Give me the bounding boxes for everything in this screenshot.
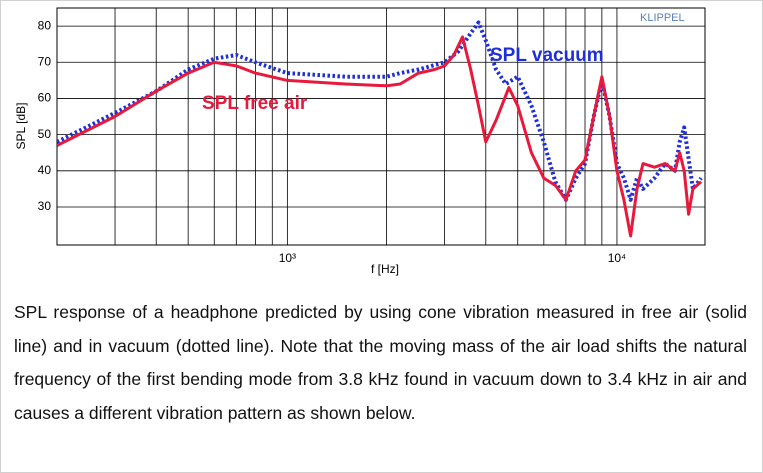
y-tick-label: 80 [38, 18, 52, 32]
plot-frame [56, 7, 706, 246]
lines [57, 20, 703, 238]
watermark: KLIPPEL [640, 12, 685, 24]
chart: 10³ 10⁴ 30 40 50 60 70 80 SPL [dB] f [Hz] SPL f… [14, 7, 706, 276]
x-tick-label: 10⁴ [608, 251, 627, 265]
x-tick-label: 10³ [279, 251, 296, 265]
x-axis-label: f [Hz] [371, 262, 399, 276]
series-line [57, 35, 703, 238]
y-tick-label: 30 [38, 199, 52, 213]
caption: SPL response of a headphone predicted by… [14, 302, 747, 423]
annotation: SPL free air [202, 93, 308, 114]
y-axis-label: SPL [dB] [14, 103, 28, 150]
plot-layer: 10³ 10⁴ 30 40 50 60 70 80 [38, 7, 706, 265]
y-tick-label: 60 [38, 91, 52, 105]
annotation: SPL vacuum [490, 45, 604, 66]
y-tick-label: 70 [38, 54, 52, 68]
series-line [57, 20, 703, 202]
y-tick-label: 50 [38, 127, 52, 141]
y-tick-label: 40 [38, 163, 52, 177]
